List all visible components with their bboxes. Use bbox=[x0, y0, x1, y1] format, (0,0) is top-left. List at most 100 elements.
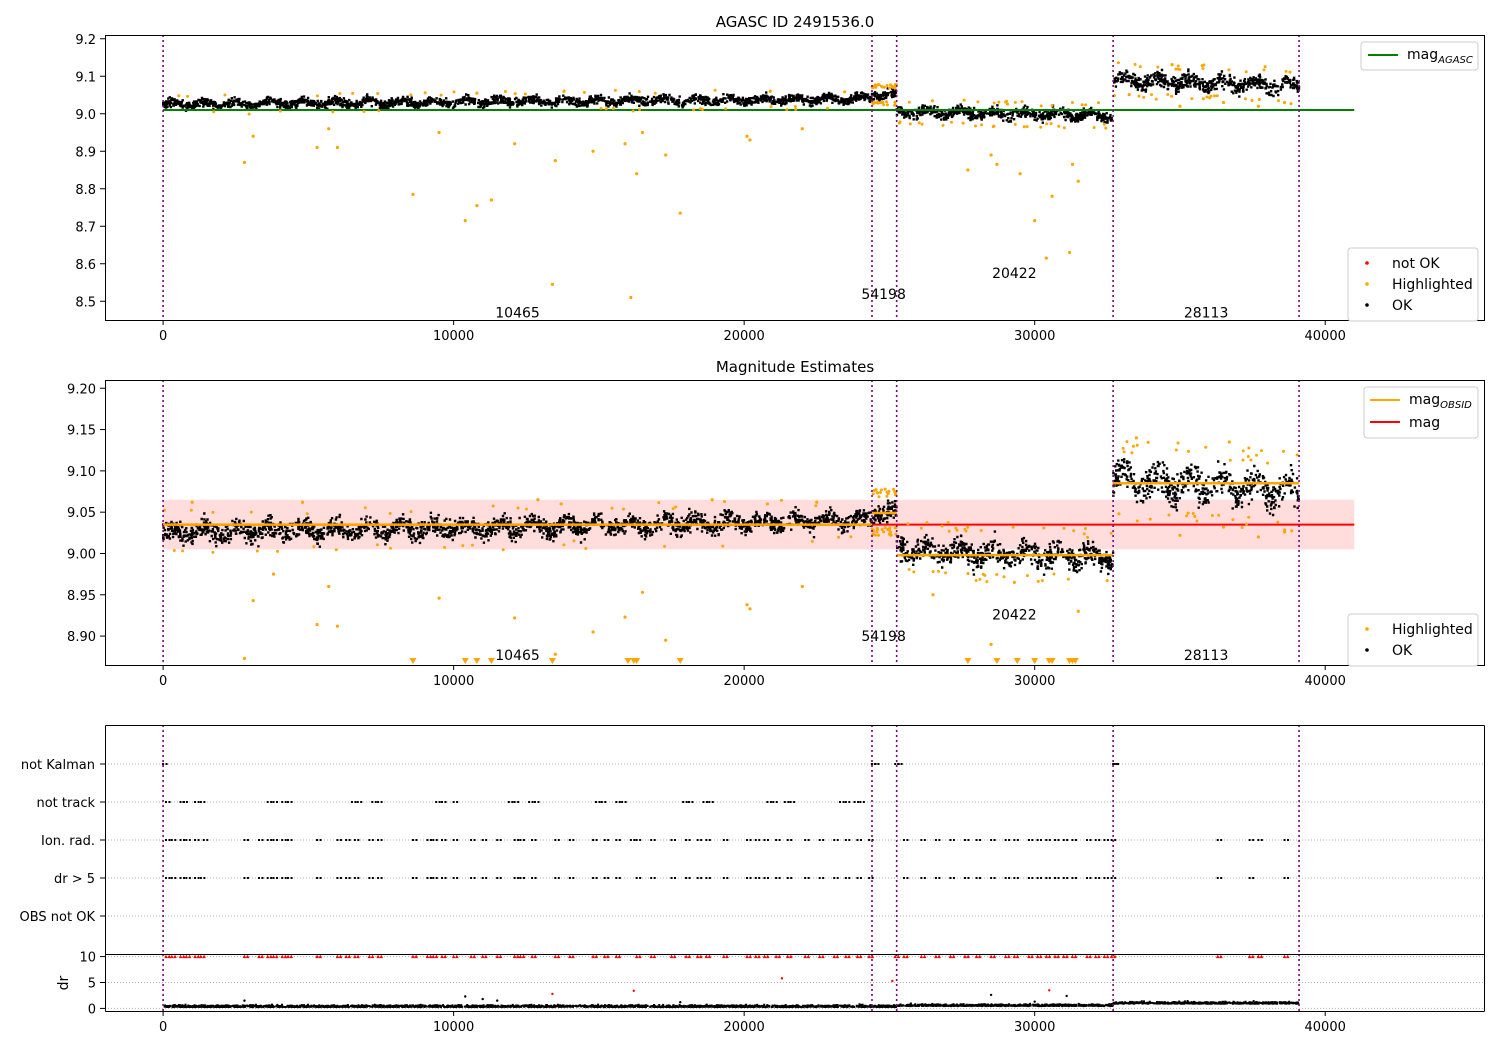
flag-point bbox=[272, 801, 275, 803]
flag-point bbox=[848, 839, 851, 841]
dr-not-ok-capped bbox=[948, 954, 953, 959]
highlighted-point bbox=[1283, 528, 1287, 532]
dr-not-ok-capped bbox=[469, 954, 473, 959]
dr-not-ok-capped bbox=[858, 954, 863, 959]
flag-point bbox=[319, 877, 322, 879]
highlighted-point bbox=[886, 527, 890, 531]
highlighted-point bbox=[461, 544, 465, 548]
dr-not-ok-capped bbox=[286, 954, 290, 959]
flag-point bbox=[290, 839, 293, 841]
dr-not-ok-capped bbox=[245, 954, 250, 959]
flag-point bbox=[722, 877, 725, 879]
highlighted-point bbox=[211, 550, 215, 554]
highlighted-point bbox=[1125, 440, 1129, 444]
flag-point bbox=[554, 839, 557, 841]
dr-not-ok-capped bbox=[591, 954, 595, 959]
dr-not-ok-capped bbox=[556, 954, 561, 959]
flag-point bbox=[1071, 839, 1074, 841]
flag-point bbox=[456, 839, 459, 841]
highlighted-point bbox=[1255, 453, 1259, 457]
dr-not-ok-capped bbox=[472, 954, 477, 959]
dr-not-ok-capped bbox=[1097, 954, 1101, 959]
flag-point bbox=[1062, 877, 1065, 879]
highlighted-point bbox=[663, 544, 667, 548]
highlighted-point bbox=[1013, 122, 1017, 126]
dr-not-ok-capped bbox=[344, 954, 348, 959]
agasc-axes-frame bbox=[105, 35, 1485, 321]
flag-point bbox=[243, 877, 246, 879]
highlighted-point bbox=[1013, 100, 1017, 104]
dr-not-ok-capped bbox=[905, 954, 909, 959]
highlighted-point bbox=[1178, 104, 1182, 108]
dr-not-ok-capped bbox=[722, 954, 726, 959]
flag-point bbox=[336, 839, 339, 841]
highlighted-point bbox=[893, 100, 897, 104]
highlighted-point bbox=[885, 494, 889, 498]
flag-point bbox=[429, 877, 432, 879]
dr-not-ok-capped bbox=[1113, 954, 1117, 959]
flag-point bbox=[438, 801, 441, 803]
flag-point bbox=[1248, 877, 1251, 879]
dr-x-tick-label: 30000 bbox=[1014, 1020, 1055, 1035]
dr-not-ok-capped bbox=[745, 954, 749, 959]
highlighted-point bbox=[536, 498, 540, 502]
highlighted-point bbox=[1050, 194, 1054, 198]
highlighted-point bbox=[1102, 122, 1106, 126]
flag-point bbox=[1287, 877, 1290, 879]
dr-not-ok-capped bbox=[370, 954, 375, 959]
flag-point bbox=[949, 839, 952, 841]
flag-point bbox=[339, 877, 342, 879]
flag-point bbox=[1260, 839, 1263, 841]
highlighted-point bbox=[562, 89, 566, 93]
flag-point bbox=[594, 801, 597, 803]
dr-not-ok-capped bbox=[196, 954, 201, 959]
highlighted-point bbox=[251, 134, 255, 138]
dr-not-ok-capped bbox=[672, 954, 677, 959]
highlighted-point bbox=[1205, 95, 1209, 99]
flag-point bbox=[1089, 839, 1092, 841]
clipped-marker bbox=[633, 658, 641, 664]
x-tick-label: 20000 bbox=[723, 674, 764, 689]
highlighted-point bbox=[503, 89, 507, 93]
flag-point bbox=[473, 877, 476, 879]
flag-point bbox=[197, 801, 200, 803]
highlighted-point bbox=[1104, 126, 1108, 130]
flag-point bbox=[1040, 877, 1043, 879]
flag-point bbox=[1115, 763, 1118, 765]
dr-not-ok-capped bbox=[170, 954, 174, 959]
highlighted-point bbox=[979, 528, 983, 532]
highlighted-point bbox=[523, 92, 527, 96]
highlighted-point bbox=[745, 134, 749, 138]
highlighted-point bbox=[604, 107, 608, 111]
highlighted-point bbox=[437, 130, 441, 135]
flag-point bbox=[868, 839, 871, 841]
flag-point bbox=[170, 839, 173, 841]
dr-not-ok-point bbox=[632, 989, 635, 992]
flag-point bbox=[963, 877, 966, 879]
highlighted-point bbox=[1282, 530, 1287, 534]
highlighted-point bbox=[1002, 575, 1006, 579]
highlighted-point bbox=[1201, 97, 1205, 101]
flag-point bbox=[339, 839, 342, 841]
flag-point bbox=[1085, 839, 1088, 841]
highlighted-point bbox=[1247, 515, 1251, 519]
flag-point bbox=[859, 839, 862, 841]
dr-x-tick-label: 40000 bbox=[1305, 1020, 1346, 1035]
highlighted-point bbox=[837, 535, 841, 539]
flag-point bbox=[1110, 877, 1113, 879]
dr-not-ok-capped bbox=[260, 954, 264, 959]
flag-point bbox=[726, 839, 729, 841]
flag-point bbox=[284, 801, 287, 803]
highlighted-point bbox=[190, 500, 194, 504]
highlighted-point bbox=[713, 88, 717, 92]
dr-not-ok-capped bbox=[274, 954, 279, 959]
flag-point bbox=[833, 839, 836, 841]
y-tick-label: 8.9 bbox=[75, 145, 96, 160]
dr-not-ok-capped bbox=[1038, 954, 1043, 959]
highlighted-point bbox=[181, 549, 185, 553]
flag-point bbox=[185, 877, 188, 879]
dr-not-ok-capped bbox=[202, 954, 206, 959]
dr-not-ok-capped bbox=[283, 954, 288, 959]
flag-point bbox=[775, 877, 778, 879]
highlighted-point bbox=[1154, 97, 1158, 101]
